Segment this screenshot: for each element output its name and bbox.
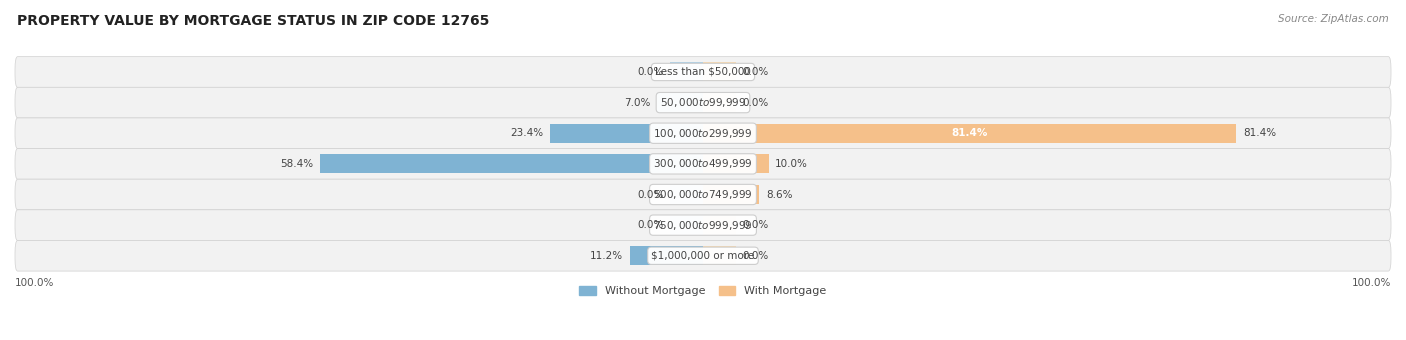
Bar bbox=[703, 154, 769, 173]
Bar bbox=[703, 124, 1236, 143]
Text: Less than $50,000: Less than $50,000 bbox=[655, 67, 751, 77]
FancyBboxPatch shape bbox=[15, 240, 1391, 271]
Text: 11.2%: 11.2% bbox=[591, 251, 623, 261]
Bar bbox=[671, 63, 703, 82]
Text: $300,000 to $499,999: $300,000 to $499,999 bbox=[654, 157, 752, 170]
Text: 0.0%: 0.0% bbox=[637, 220, 664, 230]
Bar bbox=[671, 185, 703, 204]
Text: 0.0%: 0.0% bbox=[742, 220, 769, 230]
Text: 7.0%: 7.0% bbox=[624, 98, 651, 107]
Text: 81.4%: 81.4% bbox=[952, 128, 988, 138]
Text: $1,000,000 or more: $1,000,000 or more bbox=[651, 251, 755, 261]
Text: 0.0%: 0.0% bbox=[742, 251, 769, 261]
FancyBboxPatch shape bbox=[15, 87, 1391, 118]
Text: 100.0%: 100.0% bbox=[1351, 278, 1391, 288]
Bar bbox=[703, 216, 735, 235]
Bar bbox=[657, 93, 703, 112]
Text: 0.0%: 0.0% bbox=[742, 67, 769, 77]
Text: 10.0%: 10.0% bbox=[775, 159, 808, 169]
FancyBboxPatch shape bbox=[15, 118, 1391, 149]
Legend: Without Mortgage, With Mortgage: Without Mortgage, With Mortgage bbox=[575, 281, 831, 301]
FancyBboxPatch shape bbox=[15, 149, 1391, 179]
Text: Source: ZipAtlas.com: Source: ZipAtlas.com bbox=[1278, 14, 1389, 23]
Bar bbox=[703, 93, 735, 112]
Text: $100,000 to $299,999: $100,000 to $299,999 bbox=[654, 127, 752, 140]
Text: 100.0%: 100.0% bbox=[15, 278, 55, 288]
FancyBboxPatch shape bbox=[15, 179, 1391, 210]
Bar bbox=[630, 246, 703, 265]
Bar bbox=[321, 154, 703, 173]
Text: 81.4%: 81.4% bbox=[1243, 128, 1277, 138]
Text: 0.0%: 0.0% bbox=[742, 98, 769, 107]
Text: $750,000 to $999,999: $750,000 to $999,999 bbox=[654, 219, 752, 232]
Bar bbox=[703, 185, 759, 204]
Bar bbox=[671, 216, 703, 235]
FancyBboxPatch shape bbox=[15, 57, 1391, 87]
Text: 8.6%: 8.6% bbox=[766, 189, 793, 200]
Bar bbox=[550, 124, 703, 143]
Text: $500,000 to $749,999: $500,000 to $749,999 bbox=[654, 188, 752, 201]
Bar bbox=[703, 246, 735, 265]
Text: 58.4%: 58.4% bbox=[281, 159, 314, 169]
Text: $50,000 to $99,999: $50,000 to $99,999 bbox=[659, 96, 747, 109]
Text: PROPERTY VALUE BY MORTGAGE STATUS IN ZIP CODE 12765: PROPERTY VALUE BY MORTGAGE STATUS IN ZIP… bbox=[17, 14, 489, 28]
Text: 23.4%: 23.4% bbox=[510, 128, 543, 138]
Text: 0.0%: 0.0% bbox=[637, 189, 664, 200]
Text: 0.0%: 0.0% bbox=[637, 67, 664, 77]
FancyBboxPatch shape bbox=[15, 210, 1391, 240]
Bar bbox=[703, 63, 735, 82]
